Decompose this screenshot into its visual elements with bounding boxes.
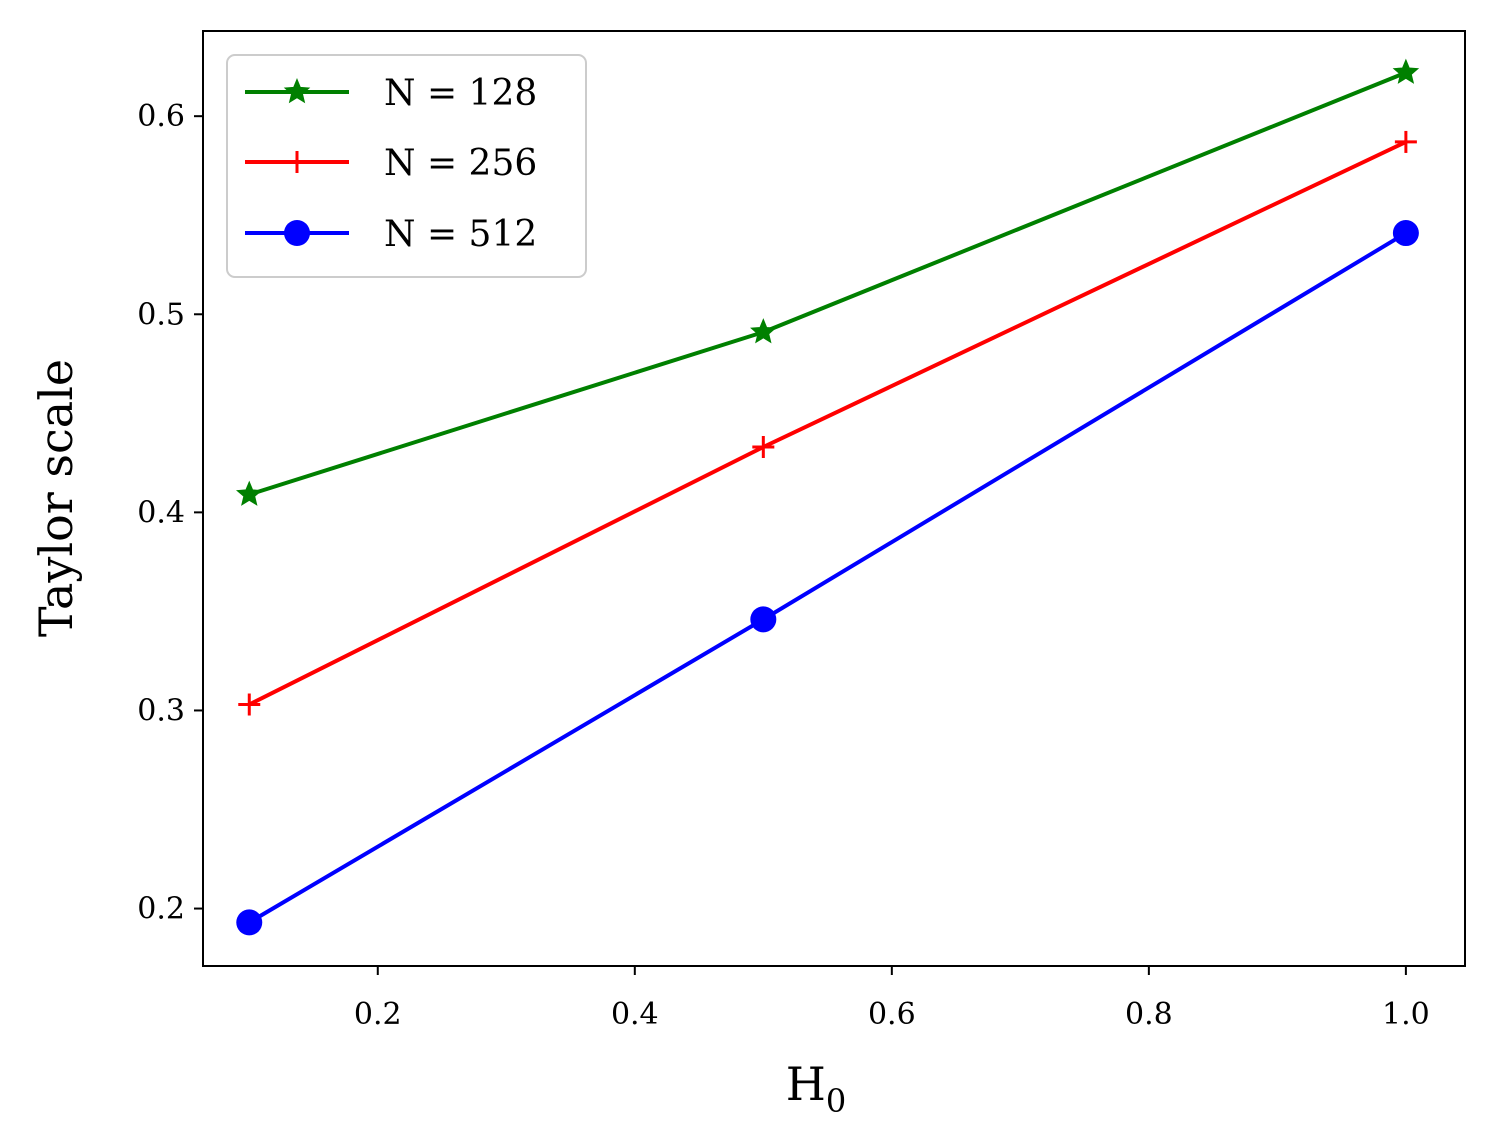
data-point <box>1394 130 1417 153</box>
series-line <box>248 231 1407 925</box>
legend-label: N = 512 <box>384 214 537 255</box>
data-point <box>750 606 777 633</box>
x-axis: 0.2 0.4 0.6 0.8 1.0 <box>354 966 1430 1032</box>
x-tick-label: 0.4 <box>611 997 659 1032</box>
x-axis-label-subscript: 0 <box>826 1082 846 1120</box>
x-axis-label-main: H <box>786 1057 826 1111</box>
x-tick-label: 1.0 <box>1382 997 1430 1032</box>
y-tick-label: 0.4 <box>137 495 185 530</box>
y-tick-label: 0.6 <box>137 99 185 134</box>
x-tick-label: 0.2 <box>354 997 402 1032</box>
legend-entry: N = 512 <box>245 214 537 255</box>
legend-label: N = 256 <box>384 143 537 184</box>
legend: N = 128 N = 256 N = 512 <box>226 54 587 278</box>
data-point <box>235 480 263 506</box>
series-1 <box>235 58 1420 506</box>
y-tick-label: 0.3 <box>137 693 185 728</box>
y-tick-label: 0.5 <box>137 297 185 332</box>
legend-entry: N = 128 <box>245 73 537 114</box>
data-point <box>750 318 777 344</box>
legend-box <box>226 54 587 278</box>
y-axis: 0.2 0.3 0.4 0.5 0.6 <box>137 99 203 927</box>
data-point <box>1392 220 1419 247</box>
x-tick-label: 0.8 <box>1125 997 1173 1032</box>
y-axis-label: Taylor scale <box>29 359 83 637</box>
series-3 <box>236 220 1419 936</box>
data-point <box>238 693 261 716</box>
data-point <box>752 435 775 458</box>
legend-entry: N = 256 <box>245 143 537 184</box>
data-point <box>236 909 263 936</box>
data-point <box>1392 58 1420 84</box>
x-tick-label: 0.6 <box>868 997 916 1032</box>
legend-label: N = 128 <box>384 73 537 114</box>
series-2 <box>238 130 1417 716</box>
series-layer <box>235 58 1420 936</box>
x-axis-label: H0 <box>786 1057 846 1120</box>
legend-marker <box>283 78 311 104</box>
legend-marker <box>284 220 310 246</box>
plot-area-frame <box>202 30 1466 967</box>
y-tick-label: 0.2 <box>137 892 185 927</box>
legend-marker <box>286 151 308 173</box>
